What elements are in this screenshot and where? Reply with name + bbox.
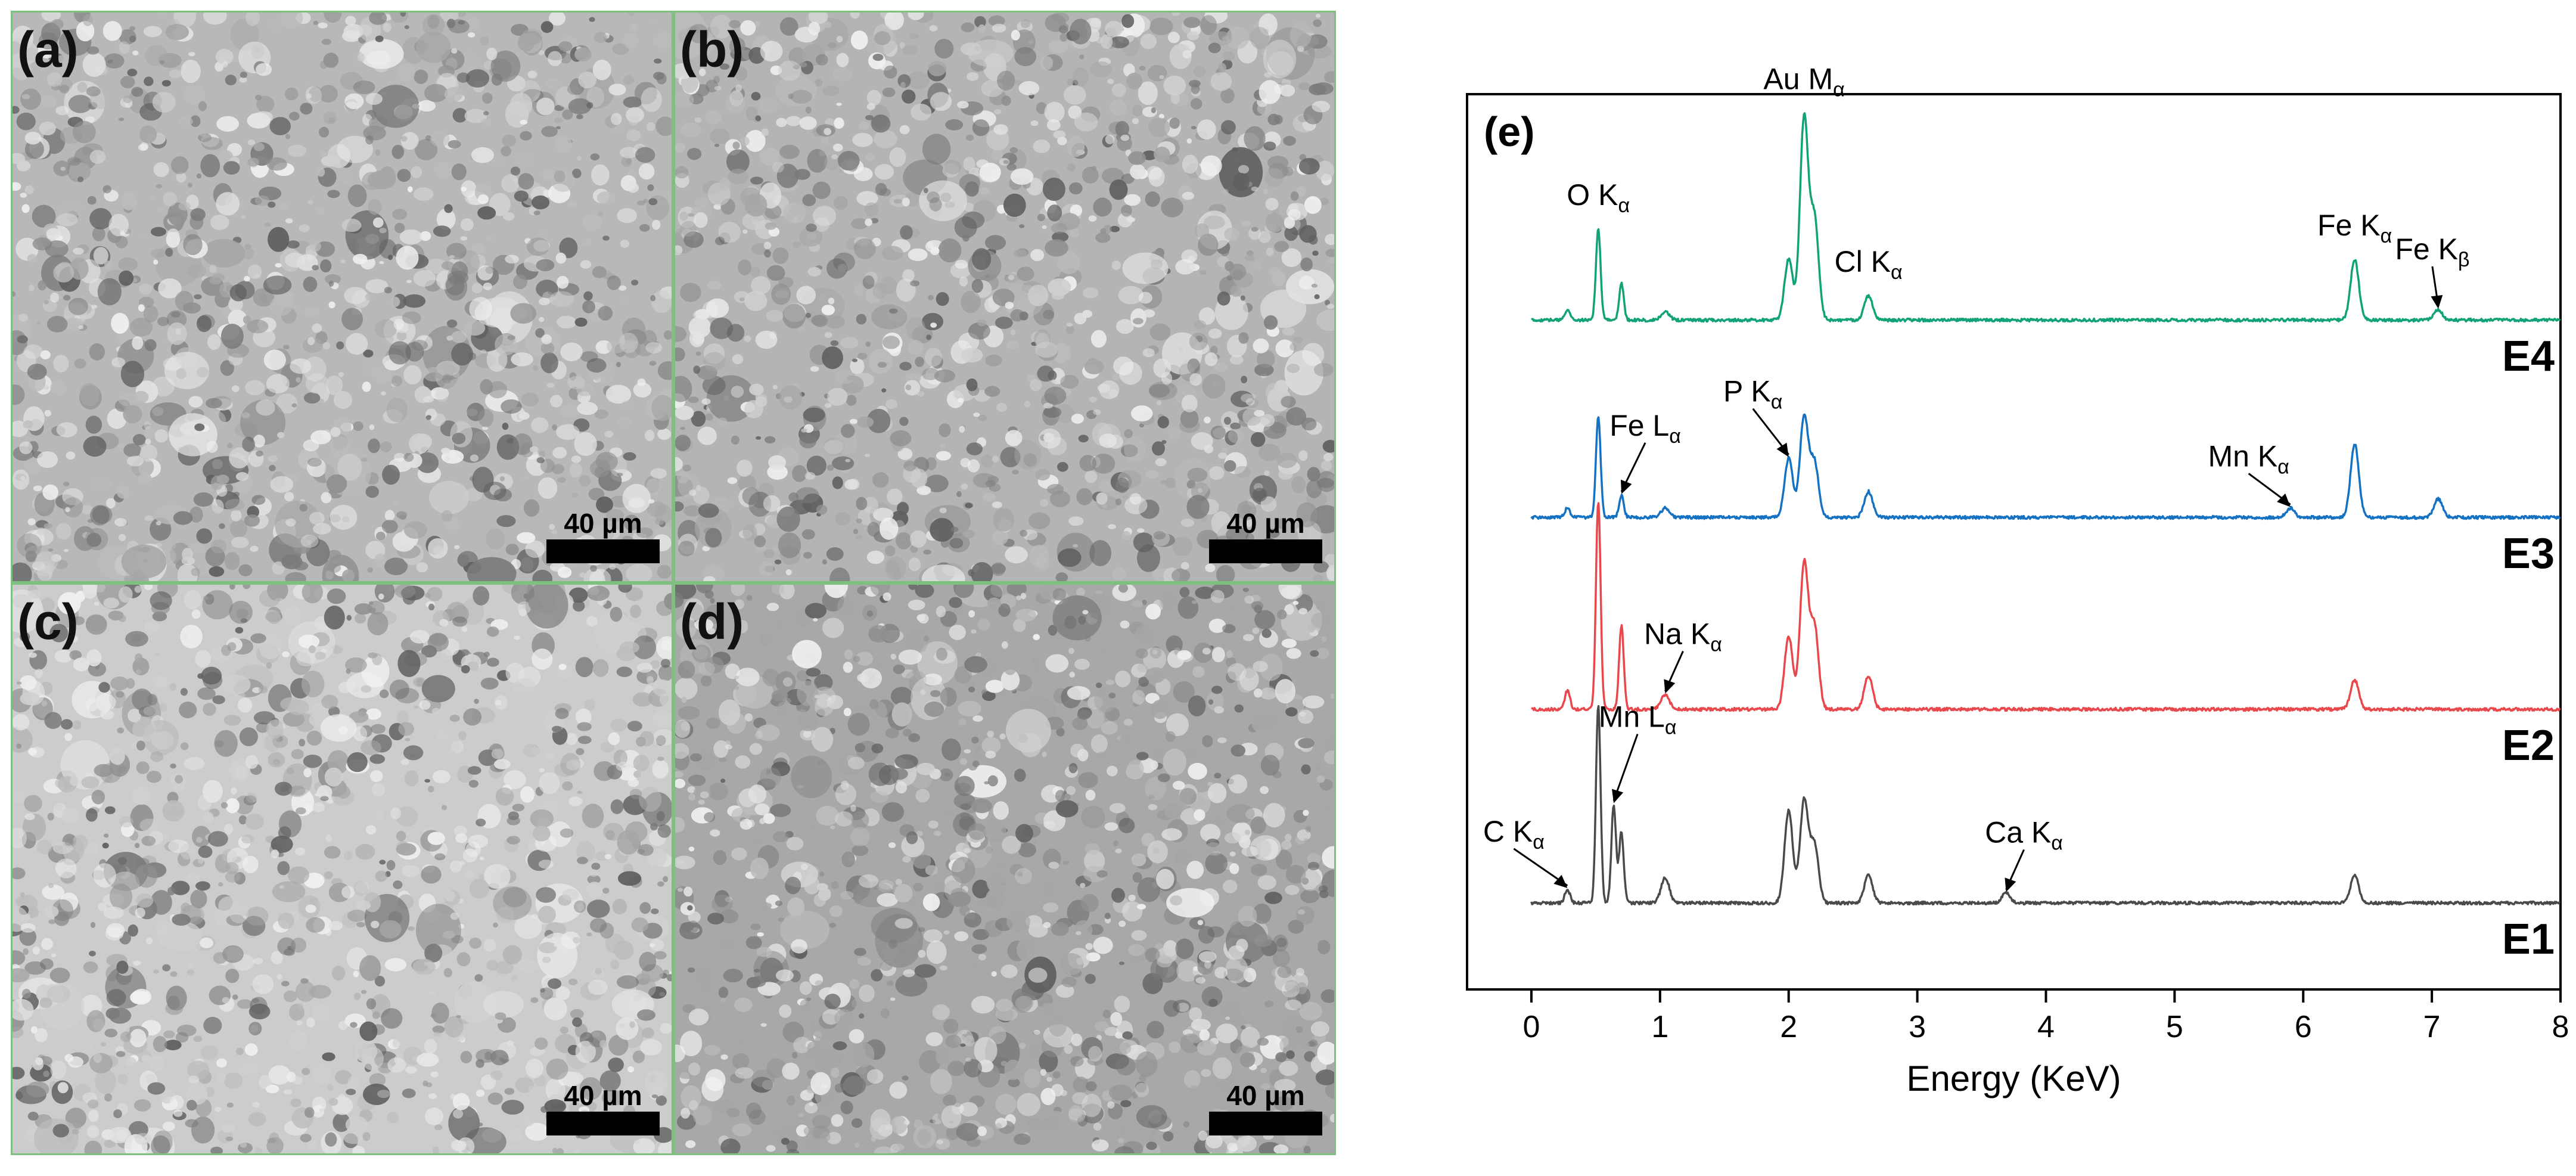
panel-label: (c)	[17, 594, 79, 650]
annotation-arrowhead	[2431, 294, 2443, 309]
scale-label: 40 µm	[564, 508, 642, 539]
annotation-arrowhead	[1620, 479, 1632, 494]
x-tick-label: 0	[1522, 1010, 1540, 1044]
series-label-e3: E3	[2502, 530, 2555, 578]
annotation-arrowhead	[1553, 874, 1568, 888]
annotation-arrowhead	[1612, 789, 1624, 803]
series-line-e2	[1531, 502, 2561, 712]
scale-label: 40 µm	[1226, 1080, 1305, 1111]
series-line-e1	[1530, 705, 2561, 906]
peak-annotation: Fe Kβ	[2395, 232, 2469, 271]
panel-label: (a)	[17, 21, 79, 77]
sem-panel-c: (c) 40 µm	[11, 583, 673, 1155]
annotation-arrowhead	[2277, 493, 2291, 507]
peak-annotation: Cl Kα	[1834, 245, 1902, 284]
scale-line	[546, 539, 660, 563]
peak-annotation: Mn Kα	[2208, 440, 2289, 479]
sem-panel-d: (d) 40 µm	[673, 583, 1336, 1155]
scale-bar: 40 µm	[1209, 510, 1322, 563]
peak-annotation: Mn Lα	[1599, 700, 1677, 739]
series-label-e1: E1	[2502, 916, 2555, 963]
panel-label: (d)	[680, 594, 744, 650]
annotation-arrowhead	[1776, 442, 1789, 457]
scale-bar: 40 µm	[546, 510, 660, 563]
x-tick-label: 7	[2423, 1010, 2441, 1044]
panel-label: (b)	[680, 21, 744, 77]
plot-frame	[1466, 93, 2562, 991]
peak-annotation: O Kα	[1567, 178, 1630, 217]
scale-line	[1209, 1112, 1322, 1135]
sem-texture	[675, 585, 1334, 1153]
x-tick-label: 1	[1651, 1010, 1668, 1044]
scale-line	[546, 1112, 660, 1135]
x-axis-label: Energy (KeV)	[1906, 1059, 2121, 1099]
x-tick-label: 8	[2552, 1010, 2569, 1044]
panel-label-e: (e)	[1484, 108, 1535, 155]
x-tick-label: 6	[2295, 1010, 2312, 1044]
eds-spectrum-chart: (e) 0 1 2 3 4 5 6 7 8 Energy (KeV) E4 E3 E2 E1 O Kα Au M…	[1466, 62, 2569, 1099]
peak-annotation: Fe Kα	[2317, 209, 2392, 247]
peak-annotation: Na Kα	[1644, 618, 1722, 656]
sem-panel-b: (b) 40 µm	[673, 11, 1336, 583]
annotation-arrow	[1612, 734, 1639, 802]
scale-bar: 40 µm	[546, 1082, 660, 1135]
peak-annotation: C Kα	[1483, 815, 1545, 854]
peak-annotation: Au Mα	[1763, 62, 1844, 101]
x-tick-label: 3	[1909, 1010, 1926, 1044]
scale-label: 40 µm	[1226, 508, 1305, 539]
series-label-e2: E2	[2502, 722, 2555, 769]
peak-annotation: Ca Kα	[1985, 816, 2063, 855]
peak-annotation: P Kα	[1723, 375, 1782, 414]
annotation-arrowhead	[1664, 679, 1676, 694]
sem-texture	[13, 585, 672, 1153]
series-line-e4	[1531, 112, 2561, 323]
x-tick-label: 2	[1780, 1010, 1797, 1044]
series-label-e4: E4	[2502, 333, 2555, 380]
sem-texture	[13, 13, 672, 581]
scale-bar: 40 µm	[1209, 1082, 1322, 1135]
scale-line	[1209, 539, 1322, 563]
peak-annotation: Fe Lα	[1609, 409, 1681, 448]
x-tick-label: 4	[2037, 1010, 2055, 1044]
series-line-e3	[1530, 413, 2561, 520]
scale-label: 40 µm	[564, 1080, 642, 1111]
sem-panel-a: (a) 40 µm	[11, 11, 673, 583]
annotation-arrowhead	[2005, 877, 2016, 892]
sem-texture	[675, 13, 1334, 581]
x-tick-label: 5	[2166, 1010, 2183, 1044]
